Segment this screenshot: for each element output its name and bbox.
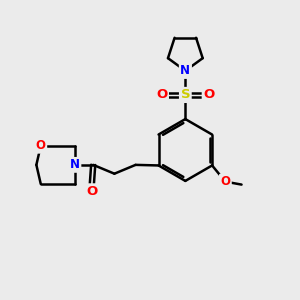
Text: N: N (70, 158, 80, 171)
Text: N: N (180, 64, 190, 77)
Text: N: N (180, 64, 190, 77)
Text: O: O (36, 139, 46, 152)
Text: O: O (203, 88, 214, 101)
Text: O: O (86, 185, 97, 198)
Text: O: O (156, 88, 167, 101)
Text: O: O (220, 175, 230, 188)
Text: S: S (181, 88, 190, 101)
